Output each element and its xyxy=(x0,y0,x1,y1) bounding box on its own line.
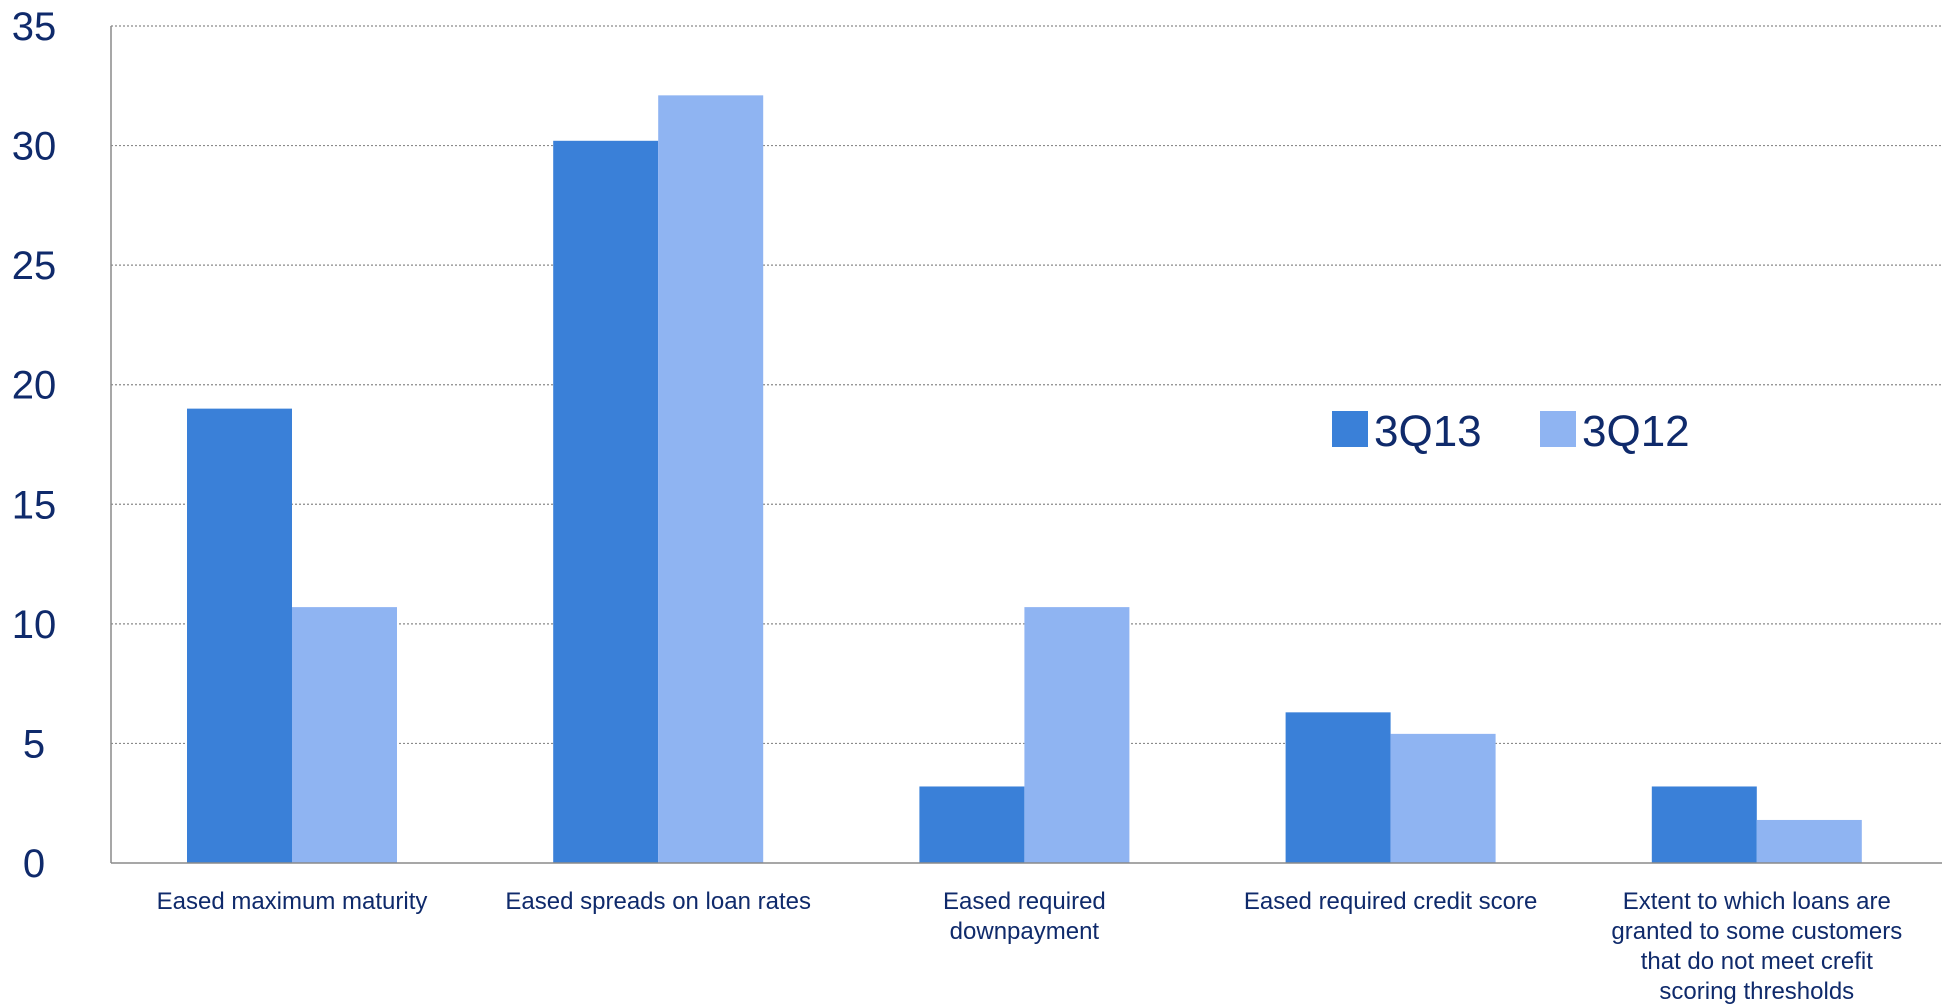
gridlines xyxy=(111,25,1942,745)
bar-3q13-2 xyxy=(919,786,1025,863)
x-tick-label-line: granted to some customers xyxy=(1611,918,1902,945)
bar-3q13-1 xyxy=(553,140,659,863)
bar-3q12-4 xyxy=(1756,819,1862,863)
bar-3q13-4 xyxy=(1651,786,1757,863)
x-tick-label-line: Eased maximum maturity xyxy=(157,888,428,915)
x-tick-label-line: Extent to which loans are xyxy=(1623,888,1891,915)
bar-3q12-3 xyxy=(1390,733,1496,863)
bar-3q13-3 xyxy=(1285,712,1391,863)
bar-3q12-2 xyxy=(1024,607,1130,863)
y-tick-label: 0 xyxy=(23,842,45,886)
y-tick-label: 15 xyxy=(12,483,57,527)
bar-3q13-0 xyxy=(187,408,292,863)
legend: 3Q13 3Q12 xyxy=(1332,407,1690,456)
bar-3q12-0 xyxy=(292,607,397,863)
legend-swatch-3q13 xyxy=(1332,411,1368,447)
y-tick-label: 5 xyxy=(23,722,45,766)
x-tick-label: Eased maximum maturity xyxy=(157,888,428,915)
x-tick-label: Eased spreads on loan rates xyxy=(505,888,811,915)
y-tick-label: 35 xyxy=(12,5,57,49)
x-tick-label-line: downpayment xyxy=(950,918,1100,945)
legend-label-3q13: 3Q13 xyxy=(1374,407,1482,456)
y-tick-label: 30 xyxy=(12,125,57,169)
x-tick-label-line: scoring thresholds xyxy=(1659,978,1854,1004)
legend-swatch-3q12 xyxy=(1540,411,1576,447)
x-tick-label: Extent to which loans are granted to some… xyxy=(1611,888,1902,1004)
y-tick-labels: 0 5 10 15 20 25 30 35 xyxy=(12,5,57,886)
x-tick-label: Eased required credit score xyxy=(1244,888,1537,915)
legend-label-3q12: 3Q12 xyxy=(1582,407,1690,456)
x-tick-labels: Eased maximum maturity Eased spreads on l… xyxy=(157,888,1903,1004)
bar-3q12-1 xyxy=(658,95,764,863)
bars xyxy=(187,95,1862,863)
y-tick-label: 10 xyxy=(12,603,57,647)
x-tick-label-line: Eased spreads on loan rates xyxy=(505,888,811,915)
y-tick-label: 20 xyxy=(12,364,57,408)
x-tick-label-line: Eased required xyxy=(943,888,1106,915)
x-tick-label-line: that do not meet crefit xyxy=(1641,948,1873,975)
y-tick-label: 25 xyxy=(12,244,57,288)
x-tick-label: Eased required downpayment xyxy=(943,888,1106,945)
x-tick-label-line: Eased required credit score xyxy=(1244,888,1537,915)
axes xyxy=(110,26,1942,864)
